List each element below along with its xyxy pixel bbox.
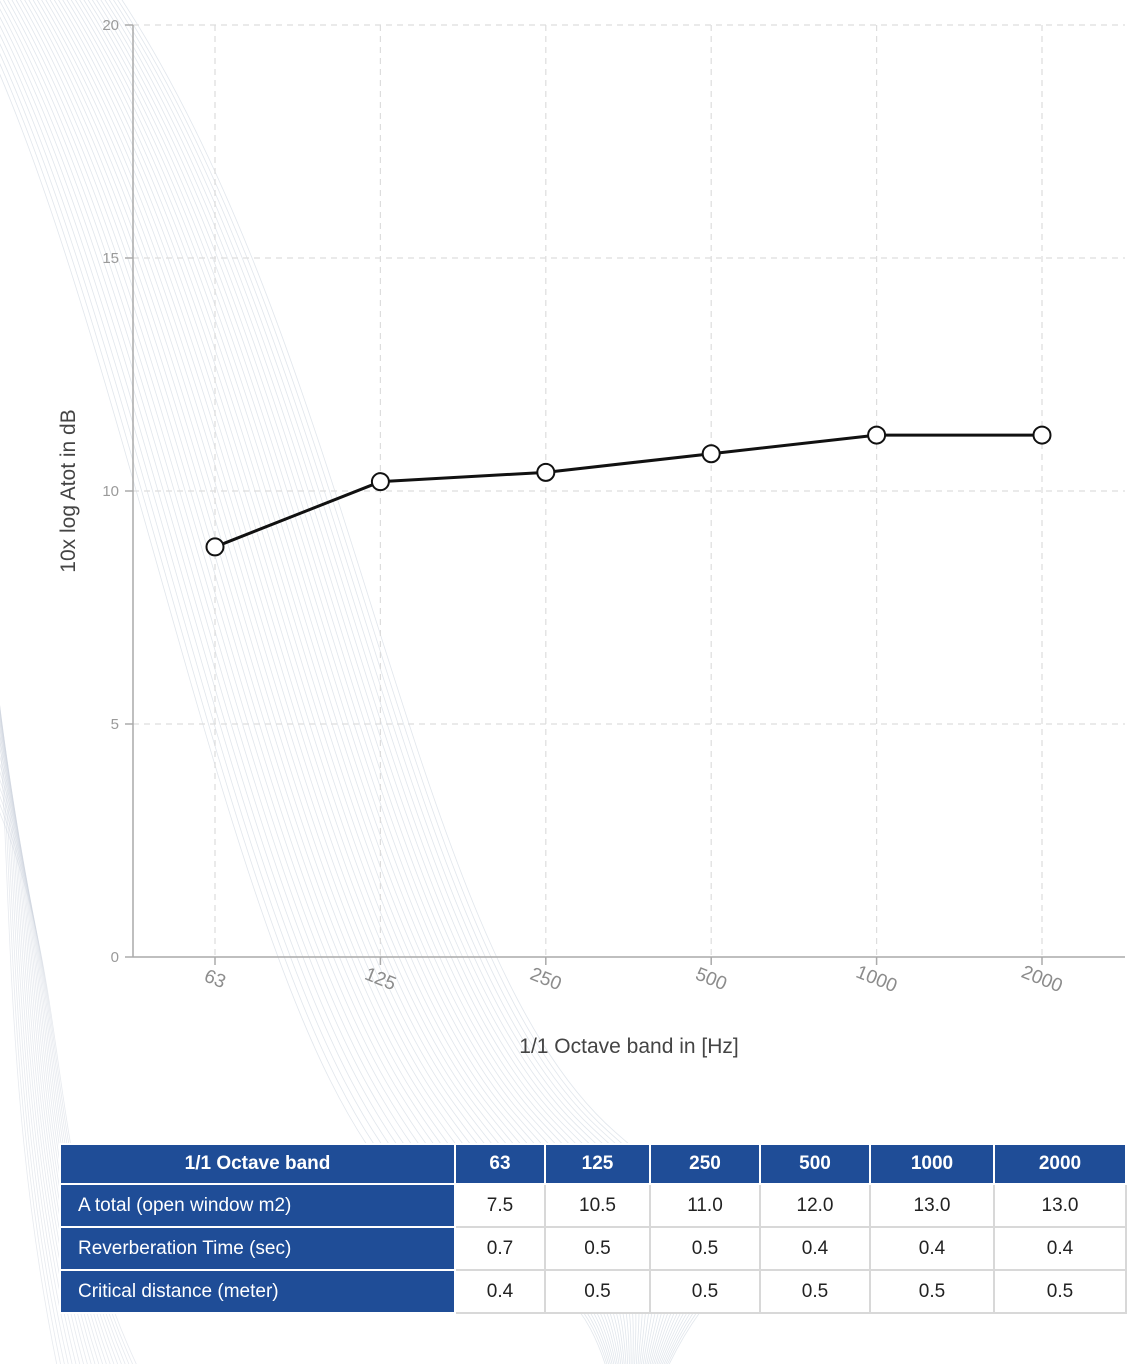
y-tick-label: 15 — [102, 250, 119, 267]
table-cell: 12.0 — [759, 1183, 871, 1228]
x-axis-ticks: 63 125 250 500 1000 2000 — [201, 957, 1065, 997]
series-line — [214, 433, 1042, 549]
table-cell: 0.4 — [993, 1226, 1127, 1271]
table-header-cell: 250 — [649, 1143, 761, 1185]
table-cell: 0.7 — [454, 1226, 546, 1271]
table-header-cell: 1000 — [869, 1143, 995, 1185]
y-tick-label: 0 — [111, 949, 119, 966]
table-cell: 0.5 — [869, 1269, 995, 1314]
x-tick-label: 1000 — [853, 962, 900, 997]
x-tick-label: 2000 — [1018, 962, 1065, 997]
background-wave-line — [0, 708, 65, 1364]
table-header-row: 1/1 Octave band 63 125 250 500 1000 2000 — [59, 1143, 1127, 1185]
background-wave-line — [0, 705, 69, 1364]
y-tick-label: 5 — [111, 716, 119, 733]
table-header-cell: 1/1 Octave band — [59, 1143, 456, 1185]
y-tick-label: 10 — [102, 483, 119, 500]
row-label-a-total: A total (open window m2) — [59, 1183, 456, 1228]
background-wave-line — [0, 706, 77, 1364]
background-wave-line — [0, 704, 73, 1364]
table-row: A total (open window m2) 7.5 10.5 11.0 1… — [59, 1183, 1127, 1228]
x-tick-label: 63 — [201, 966, 228, 993]
table-header-cell: 63 — [454, 1143, 546, 1185]
data-point — [205, 537, 225, 557]
table-cell: 0.5 — [544, 1226, 651, 1271]
background-wave-line — [0, 715, 62, 1364]
x-tick-label: 125 — [362, 964, 399, 995]
table-cell: 7.5 — [454, 1183, 546, 1228]
background-wave-line — [0, 712, 85, 1364]
table-row: Critical distance (meter) 0.4 0.5 0.5 0.… — [59, 1269, 1127, 1314]
table-cell: 0.5 — [993, 1269, 1127, 1314]
line-chart: 0 5 10 15 20 63 125 250 500 1000 2000 10x log Ato… — [57, 17, 1125, 1058]
series-layer — [205, 425, 1052, 557]
y-axis-title: 10x log Atot in dB — [57, 409, 80, 572]
row-label-critical-distance: Critical distance (meter) — [59, 1269, 456, 1314]
table-cell: 0.4 — [759, 1226, 871, 1271]
data-point — [536, 462, 556, 482]
background-wave-line — [0, 708, 81, 1364]
octave-band-table: 1/1 Octave band 63 125 250 500 1000 2000… — [59, 1143, 1127, 1314]
table-cell: 0.4 — [454, 1269, 546, 1314]
table-cell: 13.0 — [993, 1183, 1127, 1228]
background-wave-line — [0, 727, 58, 1364]
chart-grid — [133, 24, 1125, 957]
x-axis-title: 1/1 Octave band in [Hz] — [519, 1035, 738, 1058]
table-cell: 0.5 — [649, 1269, 761, 1314]
x-tick-label: 500 — [692, 964, 729, 995]
data-point — [1032, 425, 1052, 445]
table-cell: 13.0 — [869, 1183, 995, 1228]
data-point — [370, 472, 390, 492]
row-label-reverberation-time: Reverberation Time (sec) — [59, 1226, 456, 1271]
table-header-cell: 2000 — [993, 1143, 1127, 1185]
y-tick-label: 20 — [102, 17, 119, 34]
table-header-cell: 500 — [759, 1143, 871, 1185]
table-cell: 0.4 — [869, 1226, 995, 1271]
data-point — [867, 425, 887, 445]
y-axis-ticks: 0 5 10 15 20 — [102, 17, 133, 966]
table-cell: 0.5 — [544, 1269, 651, 1314]
table-cell: 0.5 — [759, 1269, 871, 1314]
x-tick-label: 250 — [527, 964, 564, 995]
table-header-cell: 125 — [544, 1143, 651, 1185]
data-point — [701, 444, 721, 464]
table-cell: 10.5 — [544, 1183, 651, 1228]
table-cell: 0.5 — [649, 1226, 761, 1271]
table-row: Reverberation Time (sec) 0.7 0.5 0.5 0.4… — [59, 1226, 1127, 1271]
table-cell: 11.0 — [649, 1183, 761, 1228]
